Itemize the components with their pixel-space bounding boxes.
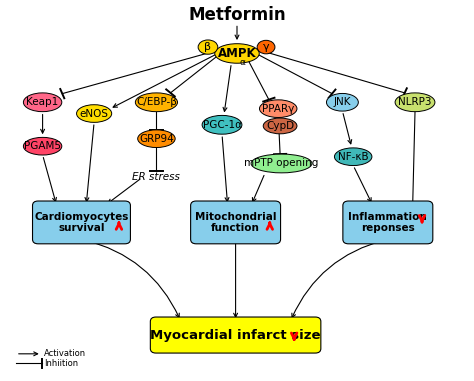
Text: mPTP opening: mPTP opening [244,158,319,168]
FancyBboxPatch shape [343,201,433,244]
Text: PGC-1α: PGC-1α [202,120,242,130]
Text: Inhiition: Inhiition [44,359,78,368]
Ellipse shape [335,148,372,165]
Text: NLRP3: NLRP3 [398,97,432,107]
Ellipse shape [23,138,62,155]
Ellipse shape [327,93,358,111]
Text: C/EBP-β: C/EBP-β [136,97,177,107]
Text: PPARγ: PPARγ [262,104,294,114]
Ellipse shape [395,93,435,112]
Ellipse shape [136,93,177,112]
Ellipse shape [263,118,297,134]
Ellipse shape [23,93,62,112]
Text: α: α [240,58,246,67]
Text: AMPK: AMPK [218,47,256,60]
Text: Metformin: Metformin [188,6,286,24]
FancyBboxPatch shape [191,201,281,244]
Ellipse shape [259,100,297,117]
Text: PGAM5: PGAM5 [24,141,61,151]
Text: JNK: JNK [334,97,351,107]
Text: Myocardial infarct size: Myocardial infarct size [150,328,321,341]
Ellipse shape [198,40,218,54]
Text: ER stress: ER stress [133,172,181,182]
Text: CypD: CypD [266,121,294,131]
FancyBboxPatch shape [150,317,321,353]
Text: Inflammation
reponses: Inflammation reponses [348,211,427,233]
Text: Activation: Activation [44,349,86,358]
Text: Cardiomyocytes
survival: Cardiomyocytes survival [34,211,128,233]
Text: γ: γ [263,42,269,52]
Ellipse shape [137,130,175,147]
Text: eNOS: eNOS [80,109,109,118]
Ellipse shape [215,44,259,63]
Text: Keap1: Keap1 [27,97,59,107]
Ellipse shape [257,40,275,54]
Ellipse shape [202,115,242,134]
Text: β: β [204,42,211,52]
Text: Mitochondrial
function: Mitochondrial function [195,211,276,233]
FancyBboxPatch shape [33,201,130,244]
Ellipse shape [251,154,312,173]
Text: NF-κB: NF-κB [338,152,368,162]
Ellipse shape [77,105,112,122]
Text: GRP94: GRP94 [139,134,174,144]
